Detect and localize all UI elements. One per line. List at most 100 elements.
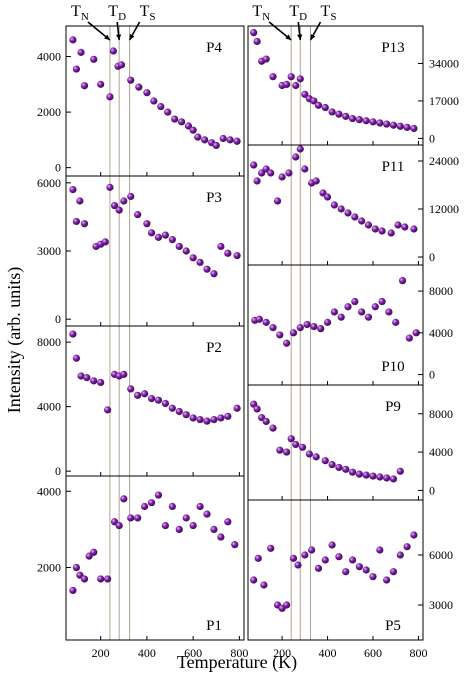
data-point [184,122,193,130]
y-tick-label: 0 [429,250,435,264]
x-tick-label: 600 [364,646,382,660]
data-point [385,308,393,316]
data-point [210,270,218,278]
data-point [224,249,232,257]
data-point [175,242,183,251]
data-point [403,543,411,551]
data-point [210,415,218,424]
data-point [355,470,363,478]
data-point [344,209,352,217]
data-point [189,126,197,134]
data-point [164,108,172,116]
data-point [389,121,398,129]
data-point [348,114,357,123]
data-point [410,124,418,133]
panel-label-p13: P13 [381,40,404,56]
data-point [217,533,225,541]
data-point [321,103,329,112]
data-point [369,472,377,480]
data-point [115,521,123,530]
panel-label-p1: P1 [206,618,222,634]
data-point [90,55,98,63]
data-point [383,474,391,482]
data-point [292,81,300,90]
data-point [233,251,241,260]
data-point [196,258,204,266]
data-point [90,377,98,385]
x-tick-label: 400 [319,646,337,660]
data-point [140,390,149,398]
data-point [168,236,176,244]
data-point [217,414,225,422]
data-point [396,122,404,130]
data-point [154,491,163,499]
data-point [394,221,402,229]
data-point [358,217,366,225]
panel-frame-p1 [65,475,245,641]
marker-label-n: TN [71,3,89,23]
data-point [405,334,413,342]
x-tick-label: 400 [138,646,156,660]
data-point [182,514,190,522]
data-point [335,110,343,118]
data-point [267,544,275,552]
data-point [189,414,197,422]
data-point [168,404,176,412]
data-point [253,405,261,413]
x-axis-label: Temperature (K) [177,652,297,673]
data-point [110,201,119,210]
data-point [109,47,117,55]
data-point [276,446,284,454]
data-point [383,120,391,128]
data-point [303,320,311,329]
y-tick-label: 4000 [37,400,61,414]
data-point [76,197,84,205]
data-point [262,55,270,63]
data-point [310,322,318,331]
data-point [69,186,77,194]
data-point [364,221,373,229]
data-point [342,112,350,120]
data-point [135,83,143,91]
data-point [410,225,418,233]
y-axis-label: Intensity (arb. units) [4,267,25,413]
y-tick-label: 17000 [429,94,459,108]
marker-label-d: TD [289,3,307,23]
data-point [80,82,89,90]
data-point [203,510,211,518]
y-tick-label: 8000 [429,284,453,298]
data-point [101,238,109,246]
marker-arrowhead [297,34,303,40]
data-point [269,424,277,432]
data-point [292,440,300,449]
data-point [328,541,336,549]
data-point [254,554,262,562]
data-point [189,521,197,530]
data-point [134,391,142,399]
data-point [376,119,384,127]
data-point [115,206,123,214]
data-point [283,601,291,609]
data-point [253,177,261,185]
data-point [262,318,270,326]
data-point [250,161,258,169]
data-point [396,551,404,559]
data-point [250,576,258,584]
panel-label-p4: P4 [206,40,222,56]
data-point [253,37,261,46]
data-point [289,329,298,337]
data-point [161,231,170,239]
marker-arrowhead [310,34,316,40]
data-point [344,303,352,311]
data-point [120,197,128,205]
data-point [120,495,128,503]
data-point [321,556,329,564]
y-tick-label: 0 [55,312,61,326]
data-point [233,137,241,145]
marker-label-d: TD [108,3,126,23]
data-point [90,548,98,556]
data-point [117,61,126,69]
x-tick-label: 600 [184,646,202,660]
data-point [175,525,183,533]
